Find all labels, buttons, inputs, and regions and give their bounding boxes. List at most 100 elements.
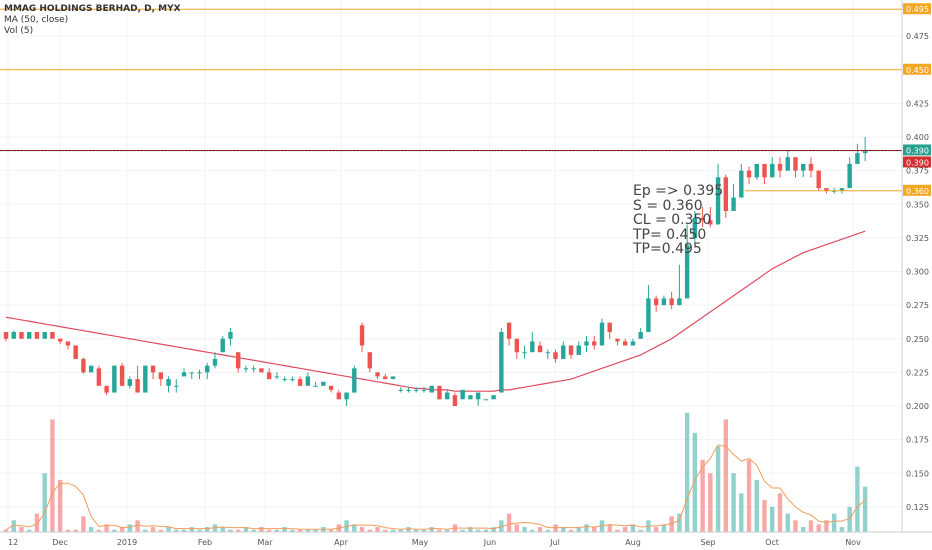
candle-body: [545, 352, 550, 354]
volume-bar: [19, 527, 24, 532]
volume-bar: [801, 527, 806, 532]
candle: [847, 157, 852, 189]
candle-body: [266, 372, 272, 380]
price-tick-label: 0.275: [906, 301, 929, 310]
volume-bar: [274, 529, 280, 532]
candle-body: [344, 392, 349, 400]
candle-body: [88, 365, 94, 373]
volume-bar: [251, 529, 256, 532]
candle-body: [537, 345, 543, 353]
symbol-title[interactable]: MMAG HOLDINGS BERHAD, D, MYX: [4, 4, 181, 14]
candle: [429, 385, 434, 393]
candle: [34, 332, 40, 339]
candle-body: [684, 244, 690, 299]
volume-bar: [328, 529, 334, 532]
candle-body: [623, 341, 628, 346]
candle: [251, 365, 256, 373]
volume-bar: [444, 529, 450, 532]
candle: [700, 206, 705, 228]
candle: [266, 368, 272, 380]
candle: [50, 332, 55, 339]
volume-bar: [212, 524, 218, 532]
volume-bar: [561, 527, 566, 532]
volume-bar: [375, 527, 380, 532]
candle: [81, 357, 86, 374]
time-tick-label: Feb: [198, 538, 212, 547]
candle-body: [220, 338, 225, 353]
candle-body: [808, 163, 814, 171]
candle: [274, 372, 280, 380]
candle: [158, 372, 163, 386]
candle: [623, 338, 628, 346]
volume-bar: [406, 527, 411, 532]
candle: [545, 349, 550, 359]
candle-body: [398, 389, 403, 391]
candle-body: [158, 372, 163, 380]
annotation-stop: S = 0.360: [633, 197, 703, 214]
candle-body: [615, 338, 620, 342]
candle-body: [592, 341, 597, 346]
price-axis[interactable]: [901, 0, 932, 550]
ma-indicator-label[interactable]: MA (50, close): [4, 15, 69, 25]
price-level-badges: 0.495 0.450 0.390 0.390 0.360: [903, 3, 931, 196]
annotation-tp2: TP=0.495: [633, 241, 702, 257]
candle: [522, 345, 527, 359]
candle: [305, 372, 311, 386]
chart-legend: MMAG HOLDINGS BERHAD, D, MYX MA (50, clo…: [4, 4, 181, 37]
volume-bar: [545, 529, 550, 532]
candle-body: [777, 163, 783, 171]
candle-body: [723, 177, 729, 211]
candle-body: [197, 372, 202, 374]
candle-body: [824, 188, 829, 191]
volume-bar: [630, 524, 636, 532]
candle-body: [359, 325, 365, 346]
candle-body: [715, 177, 721, 225]
candle: [468, 395, 473, 400]
volume-bar: [824, 520, 829, 532]
price-tick-label: 0.125: [906, 503, 929, 512]
candle-body: [414, 389, 419, 391]
candle-body: [561, 345, 566, 359]
volume-bar: [506, 513, 512, 532]
candle: [27, 332, 32, 339]
volume-indicator-label[interactable]: Vol (5): [4, 26, 34, 36]
volume-bar: [623, 527, 628, 532]
candle-body: [112, 365, 117, 393]
volume-bar: [73, 529, 78, 532]
tp1-badge-label: 0.450: [906, 66, 929, 75]
candle-body: [305, 376, 311, 386]
volume-bar: [847, 506, 852, 532]
volume-bar: [553, 524, 558, 532]
candle: [290, 376, 295, 382]
volume-bar: [862, 486, 868, 532]
candle: [746, 166, 752, 185]
volume-bar: [65, 529, 71, 532]
volume-bar: [483, 529, 489, 532]
volume-bar: [228, 529, 233, 532]
volume-bar: [708, 473, 713, 532]
volume-bar: [816, 524, 821, 532]
candle-body: [3, 332, 9, 339]
volume-bar: [135, 520, 140, 532]
price-tick-label: 0.325: [906, 234, 929, 243]
candle: [73, 345, 78, 359]
volume-bar: [475, 529, 481, 532]
candle-body: [553, 352, 558, 359]
volume-bar: [754, 479, 759, 532]
candle-body: [81, 358, 86, 373]
last-price-badge-alt: [903, 156, 931, 168]
candle-body: [11, 332, 16, 339]
volume-bar: [607, 524, 612, 532]
candle: [127, 376, 133, 389]
candle-body: [785, 157, 790, 171]
candle-body: [406, 389, 411, 391]
candle: [615, 338, 620, 346]
volume-bar: [50, 419, 55, 532]
volume-bar: [266, 529, 272, 532]
volume-bar: [205, 527, 210, 532]
candle-body: [297, 379, 303, 386]
candle-body: [576, 345, 581, 355]
volume-bar: [615, 529, 620, 532]
volume-bar: [398, 529, 403, 532]
